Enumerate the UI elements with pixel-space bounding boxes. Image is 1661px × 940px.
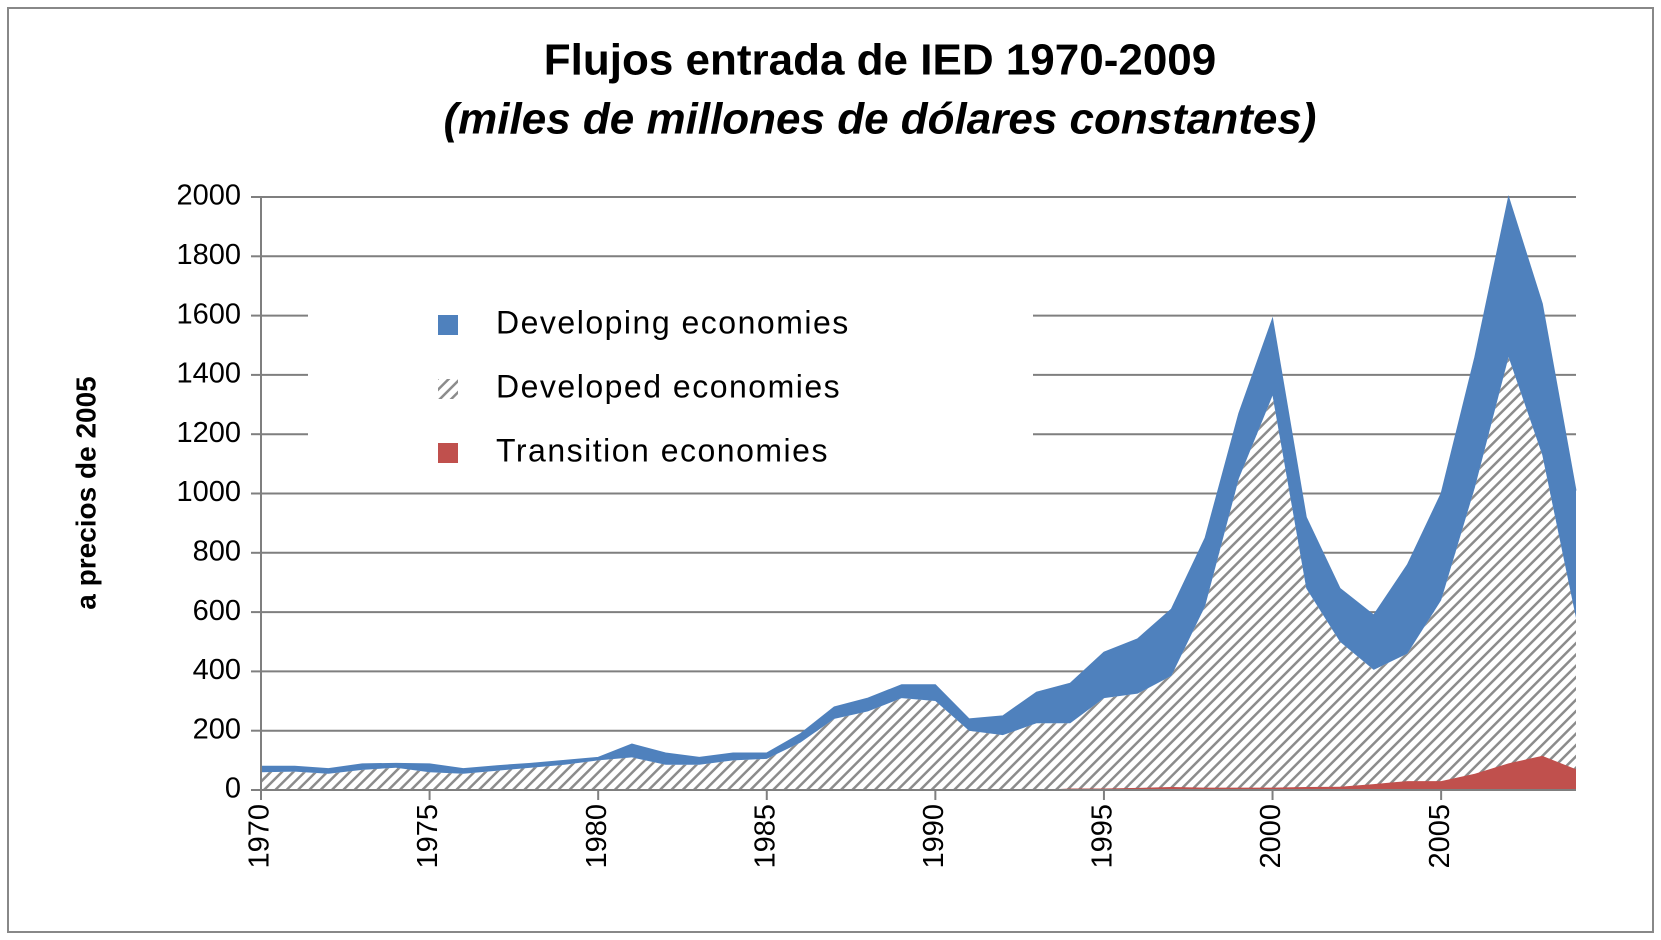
y-tick-label: 400 <box>193 654 241 686</box>
y-tick-label: 800 <box>193 535 241 567</box>
x-tick-label: 1985 <box>749 804 781 869</box>
x-tick-label: 1970 <box>244 804 276 869</box>
x-tick-label: 1990 <box>918 804 950 869</box>
legend-label: Developing economies <box>496 304 850 340</box>
legend-swatch <box>438 315 458 335</box>
y-axis-label: a precios de 2005 <box>70 376 101 609</box>
y-tick-label: 1600 <box>176 298 241 330</box>
legend-box <box>308 285 1033 490</box>
y-tick-label: 1800 <box>176 239 241 271</box>
chart-title: Flujos entrada de IED 1970-2009 <box>544 36 1217 85</box>
y-tick-label: 2000 <box>176 180 241 212</box>
y-tick-label: 1200 <box>176 417 241 449</box>
y-tick-label: 600 <box>193 595 241 627</box>
area-fill <box>261 357 1576 790</box>
area-fill <box>261 755 1576 790</box>
legend-label: Transition economies <box>496 432 829 468</box>
y-tick-label: 200 <box>193 713 241 745</box>
x-tick-label: 2000 <box>1255 804 1287 869</box>
legend-label: Developed economies <box>496 368 841 404</box>
y-tick-label: 1400 <box>176 358 241 390</box>
y-tick-label: 0 <box>225 773 241 805</box>
chart-subtitle: (miles de millones de dólares constantes… <box>444 95 1317 144</box>
x-tick-label: 1980 <box>581 804 613 869</box>
area-edge <box>261 195 1577 770</box>
y-tick-label: 1000 <box>176 476 241 508</box>
legend-swatch <box>438 443 458 463</box>
x-tick-label: 1975 <box>412 804 444 869</box>
legend-swatch <box>438 379 458 399</box>
x-tick-label: 2005 <box>1424 804 1456 869</box>
x-tick-label: 1995 <box>1087 804 1119 869</box>
